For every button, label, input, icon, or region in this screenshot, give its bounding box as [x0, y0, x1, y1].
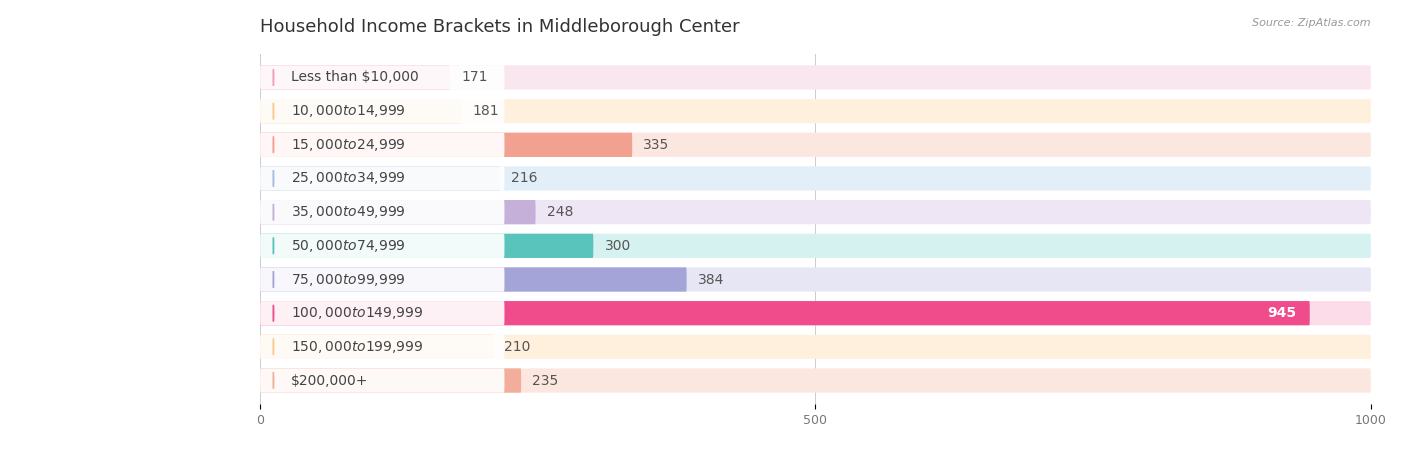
Text: 210: 210: [505, 340, 531, 354]
Text: 181: 181: [472, 104, 499, 118]
FancyBboxPatch shape: [260, 99, 505, 123]
Text: 171: 171: [461, 70, 488, 84]
Text: $10,000 to $14,999: $10,000 to $14,999: [291, 103, 406, 119]
FancyBboxPatch shape: [260, 99, 1371, 123]
Text: 248: 248: [547, 205, 574, 219]
Text: 945: 945: [1267, 306, 1296, 320]
FancyBboxPatch shape: [260, 233, 505, 258]
FancyBboxPatch shape: [260, 65, 505, 89]
Text: 384: 384: [697, 273, 724, 286]
FancyBboxPatch shape: [260, 65, 1371, 89]
FancyBboxPatch shape: [260, 301, 505, 325]
FancyBboxPatch shape: [260, 335, 494, 359]
Text: $15,000 to $24,999: $15,000 to $24,999: [291, 137, 406, 153]
FancyBboxPatch shape: [260, 301, 1371, 325]
FancyBboxPatch shape: [260, 200, 536, 224]
Text: $25,000 to $34,999: $25,000 to $34,999: [291, 171, 406, 186]
Text: 216: 216: [512, 172, 537, 185]
FancyBboxPatch shape: [260, 267, 505, 292]
Text: $200,000+: $200,000+: [291, 374, 368, 387]
FancyBboxPatch shape: [260, 233, 593, 258]
Text: $50,000 to $74,999: $50,000 to $74,999: [291, 238, 406, 254]
Text: 235: 235: [533, 374, 558, 387]
Text: $150,000 to $199,999: $150,000 to $199,999: [291, 339, 423, 355]
FancyBboxPatch shape: [260, 133, 505, 157]
FancyBboxPatch shape: [260, 200, 1371, 224]
FancyBboxPatch shape: [260, 133, 633, 157]
Text: Source: ZipAtlas.com: Source: ZipAtlas.com: [1253, 18, 1371, 28]
FancyBboxPatch shape: [260, 99, 461, 123]
FancyBboxPatch shape: [260, 200, 505, 224]
FancyBboxPatch shape: [260, 301, 1310, 325]
Text: Less than $10,000: Less than $10,000: [291, 70, 419, 84]
FancyBboxPatch shape: [260, 368, 1371, 392]
FancyBboxPatch shape: [260, 267, 1371, 292]
FancyBboxPatch shape: [260, 335, 505, 359]
Text: $75,000 to $99,999: $75,000 to $99,999: [291, 272, 406, 287]
FancyBboxPatch shape: [260, 368, 522, 392]
FancyBboxPatch shape: [260, 166, 505, 190]
FancyBboxPatch shape: [260, 166, 501, 190]
FancyBboxPatch shape: [260, 133, 1371, 157]
Text: $35,000 to $49,999: $35,000 to $49,999: [291, 204, 406, 220]
FancyBboxPatch shape: [260, 65, 450, 89]
FancyBboxPatch shape: [260, 267, 686, 292]
FancyBboxPatch shape: [260, 368, 505, 392]
FancyBboxPatch shape: [260, 335, 1371, 359]
FancyBboxPatch shape: [260, 166, 1371, 190]
Text: 300: 300: [605, 239, 631, 253]
Text: Household Income Brackets in Middleborough Center: Household Income Brackets in Middleborou…: [260, 18, 740, 36]
Text: 335: 335: [644, 138, 669, 152]
Text: $100,000 to $149,999: $100,000 to $149,999: [291, 305, 423, 321]
FancyBboxPatch shape: [260, 233, 1371, 258]
